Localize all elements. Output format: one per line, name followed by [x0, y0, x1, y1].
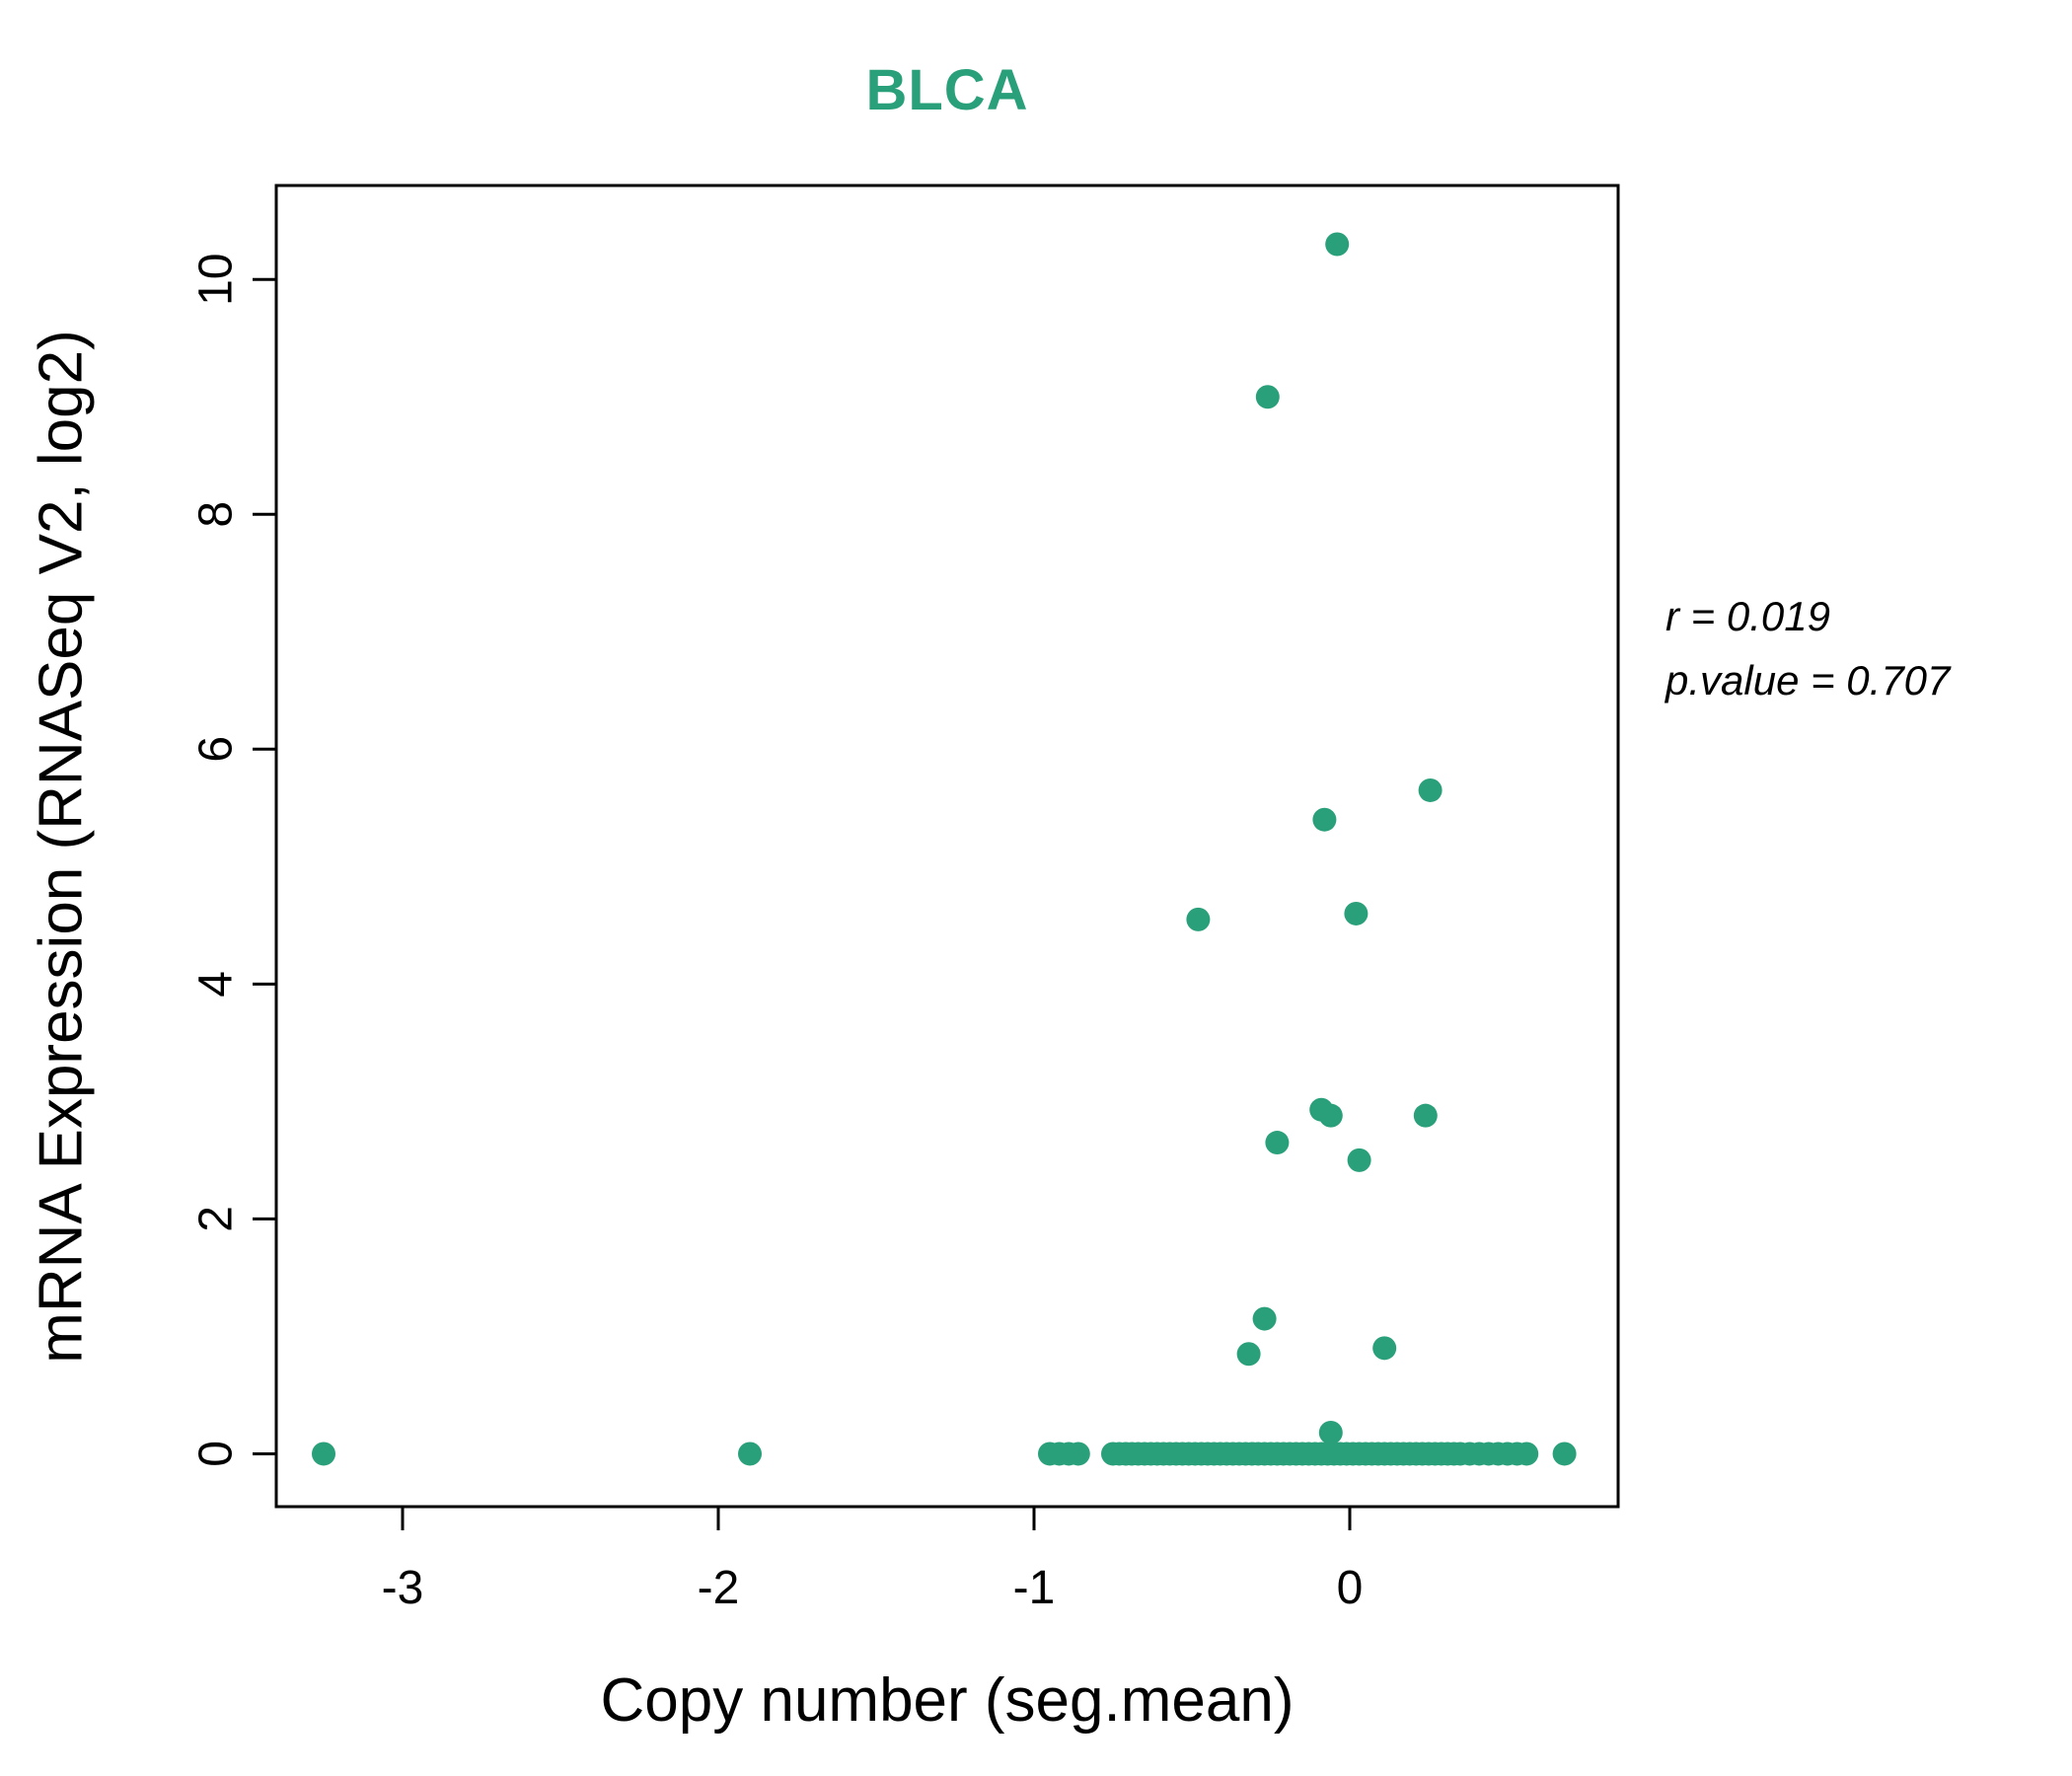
data-point: [738, 1442, 762, 1466]
y-tick-label: 8: [190, 501, 243, 528]
correlation-annotation: r = 0.019 p.value = 0.707: [1665, 584, 1950, 712]
data-point: [1372, 1336, 1397, 1361]
p-value-text: p.value = 0.707: [1665, 657, 1951, 704]
data-point: [1552, 1442, 1577, 1466]
data-point: [1265, 1131, 1290, 1155]
x-tick-label: 0: [1337, 1562, 1364, 1614]
data-point: [1344, 901, 1369, 925]
data-point: [1515, 1442, 1539, 1466]
data-point: [1186, 907, 1211, 931]
data-point: [1318, 1421, 1343, 1445]
x-tick-label: -3: [382, 1562, 424, 1614]
plot-box: [274, 184, 1620, 1509]
data-point: [1418, 777, 1443, 802]
y-tick-label: 2: [190, 1206, 243, 1232]
data-point: [1066, 1442, 1090, 1466]
y-tick-label: 10: [190, 254, 243, 306]
data-point: [1255, 385, 1280, 409]
r-value-text: r = 0.019: [1665, 593, 1830, 639]
data-point: [1236, 1342, 1261, 1367]
data-point: [1347, 1147, 1371, 1172]
plot-title: BLCA: [865, 58, 1029, 122]
data-point: [1312, 807, 1337, 832]
x-tick-label: -1: [1013, 1562, 1056, 1614]
data-point: [1252, 1306, 1277, 1331]
x-axis-label: Copy number (seg.mean): [600, 1666, 1295, 1735]
y-tick-label: 0: [190, 1441, 243, 1467]
data-point: [312, 1442, 335, 1466]
y-tick-label: 4: [190, 971, 243, 998]
data-point: [1318, 1103, 1343, 1128]
data-point: [1325, 232, 1350, 257]
x-tick-label: -2: [698, 1562, 740, 1614]
data-point: [1413, 1103, 1438, 1128]
y-axis-label: mRNA Expression (RNASeq V2, log2): [27, 330, 96, 1364]
y-tick-label: 6: [190, 736, 243, 763]
